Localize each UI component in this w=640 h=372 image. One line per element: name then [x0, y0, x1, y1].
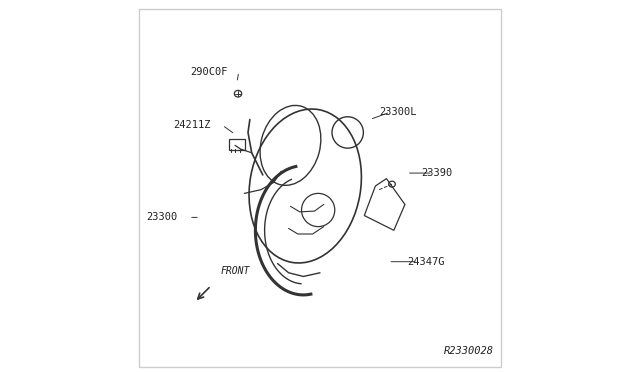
Text: 24211Z: 24211Z [173, 120, 211, 130]
Text: 290C0F: 290C0F [190, 67, 228, 77]
Text: 23390: 23390 [422, 168, 452, 178]
Text: R2330028: R2330028 [444, 346, 493, 356]
Text: 23300L: 23300L [379, 107, 417, 117]
Text: FRONT: FRONT [220, 266, 250, 276]
Text: 24347G: 24347G [407, 257, 444, 267]
Text: 23300: 23300 [147, 212, 178, 222]
